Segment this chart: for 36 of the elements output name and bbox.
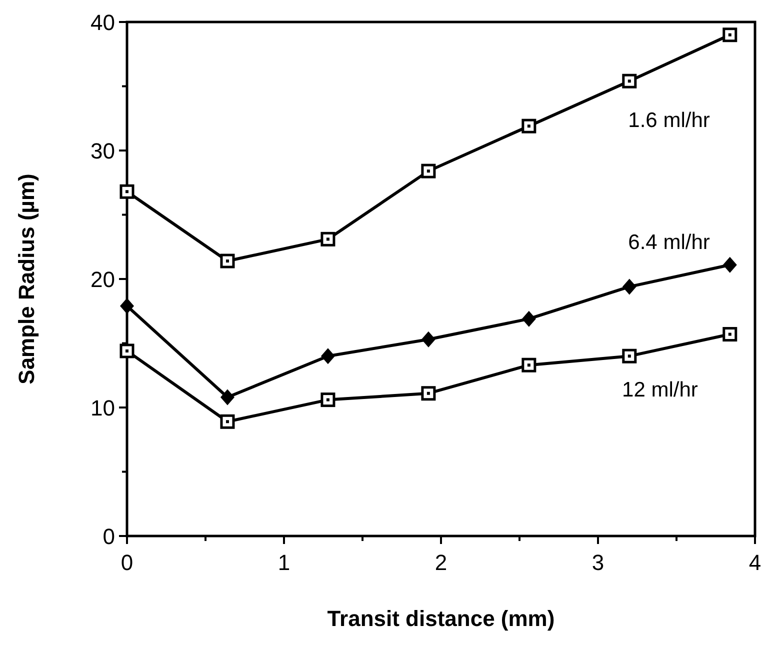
point bbox=[320, 232, 336, 246]
y-tick-label: 30 bbox=[90, 138, 115, 164]
point bbox=[320, 392, 336, 408]
point bbox=[722, 256, 737, 273]
x-tick-label: 2 bbox=[434, 550, 448, 575]
x-tick-label: 4 bbox=[748, 550, 762, 575]
series-label: 12 ml/hr bbox=[622, 378, 698, 402]
y-tick-label: 40 bbox=[90, 10, 115, 35]
x-tick-label: 1 bbox=[278, 550, 290, 575]
point bbox=[622, 278, 636, 295]
point bbox=[120, 184, 134, 199]
point bbox=[220, 414, 235, 429]
x-tick-label: 3 bbox=[592, 550, 604, 575]
x-axis-title: Transit distance (mm) bbox=[327, 606, 555, 631]
point bbox=[320, 348, 335, 364]
x-tick-label: 0 bbox=[120, 550, 134, 575]
point bbox=[421, 164, 436, 178]
point bbox=[722, 327, 738, 342]
series-label: 6.4 ml/hr bbox=[628, 230, 710, 254]
point bbox=[622, 348, 637, 364]
y-axis-title: Sample Radius (µm) bbox=[14, 174, 39, 384]
point bbox=[622, 74, 637, 88]
point bbox=[522, 310, 536, 327]
point bbox=[722, 28, 738, 42]
point bbox=[120, 344, 134, 358]
y-tick-label: 10 bbox=[90, 396, 115, 420]
point bbox=[220, 389, 234, 406]
point bbox=[421, 331, 436, 348]
point bbox=[120, 298, 134, 314]
point bbox=[522, 358, 536, 372]
y-tick-label: 20 bbox=[90, 267, 115, 292]
point bbox=[522, 118, 536, 134]
series-label: 1.6 ml/hr bbox=[628, 108, 710, 132]
y-tick-label: 0 bbox=[102, 524, 115, 549]
point bbox=[220, 254, 235, 268]
point bbox=[421, 386, 436, 401]
